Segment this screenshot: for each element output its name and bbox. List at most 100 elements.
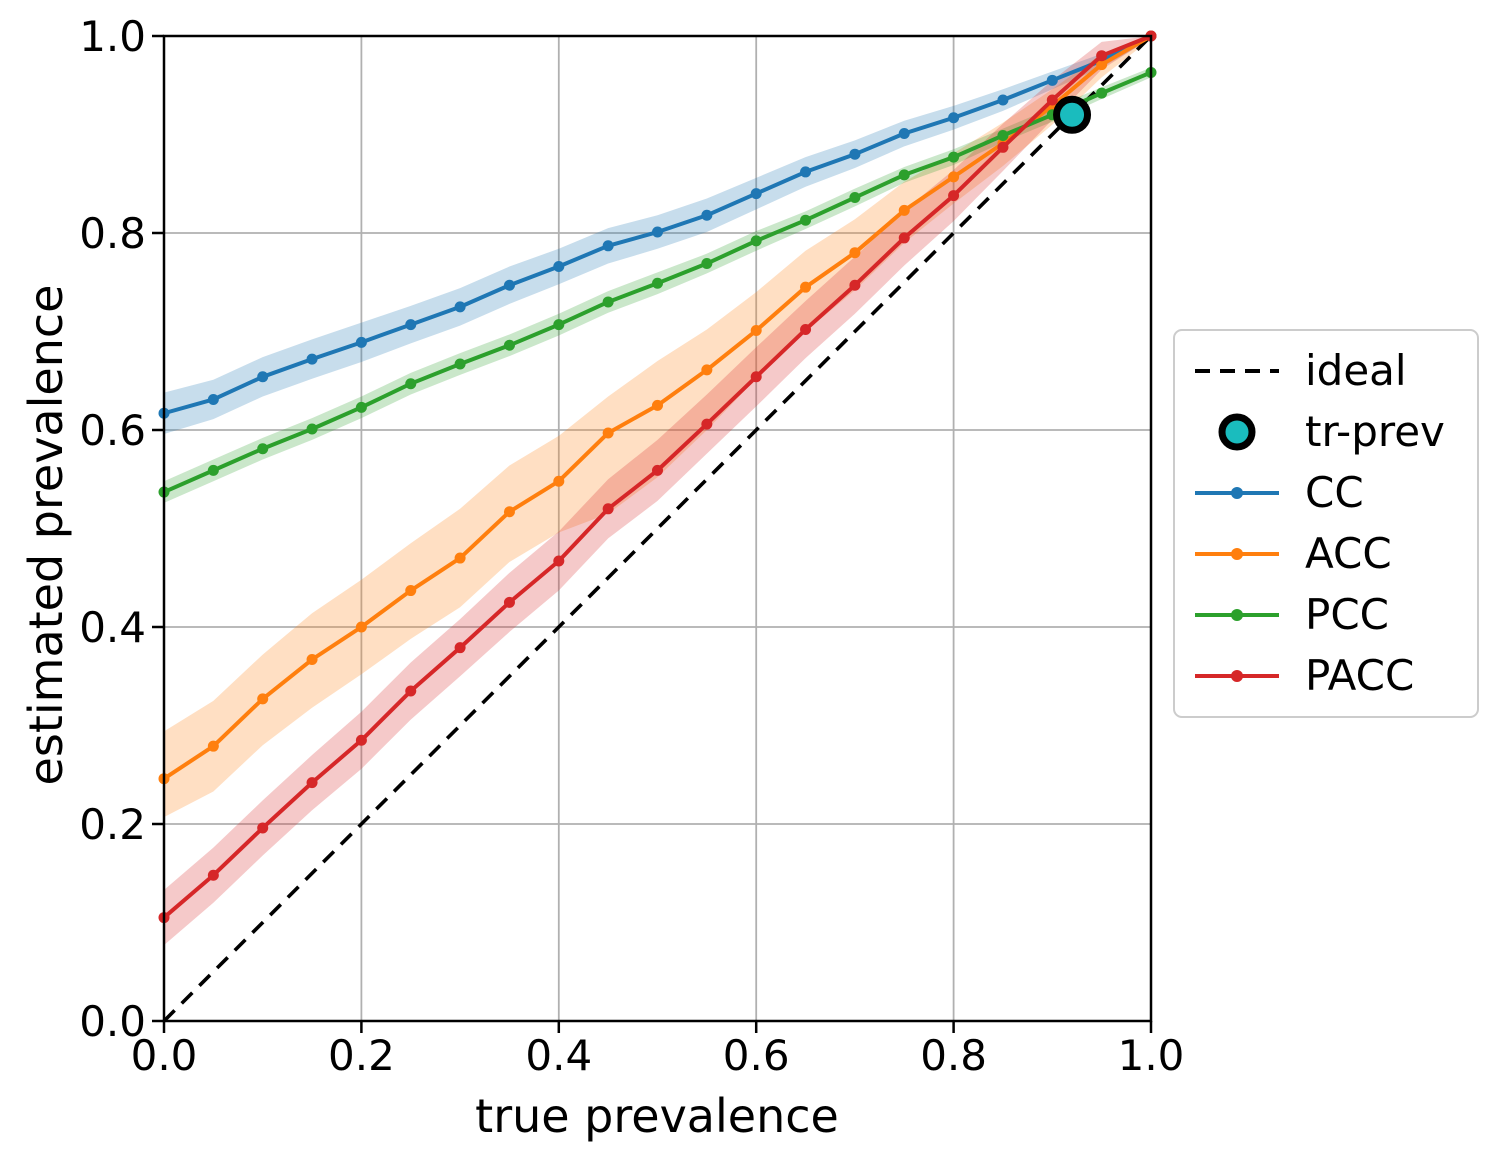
data-point-ACC [849,247,861,259]
data-point-PACC [207,869,219,881]
data-point-PACC [652,464,663,476]
data-point-ACC [553,475,565,487]
data-point-ACC [355,621,367,633]
data-point-CC [355,336,367,348]
series-markers-PACC [158,30,1157,924]
legend-glyph-line-icon [1195,608,1279,621]
data-point-ACC [701,364,713,376]
data-point-PACC [405,685,417,697]
legend-glyph-line-icon [1195,487,1279,500]
data-point-PACC [750,371,762,383]
x-tick-label: 0.6 [723,1031,790,1080]
legend-item-PACC: PACC [1191,652,1477,700]
data-point-PCC [257,443,269,455]
legend-item-ideal: ideal [1191,347,1477,395]
data-point-PACC [800,324,812,336]
data-point-PACC [997,141,1009,153]
data-point-ACC [602,427,614,439]
data-point-PCC [948,151,960,163]
series-band-ACC [164,36,1151,818]
data-point-CC [800,166,812,178]
plot-area: 0.0 0.2 0.4 0.6 0.8 1.0 0.0 0.2 0.4 0.6 0.8 1.0 [79,12,1184,1080]
data-point-CC [1046,74,1058,86]
data-point-ACC [898,204,910,216]
y-tick-label: 0.8 [79,209,146,258]
data-point-PCC [750,235,762,247]
data-point-ACC [257,693,269,705]
data-point-CC [405,319,417,331]
y-tick-label: 1.0 [79,12,146,61]
legend-glyph-line-icon [1195,669,1279,682]
x-tick-label: 0.0 [131,1031,198,1080]
data-point-PACC [898,232,910,244]
y-axis-label: estimated prevalence [19,285,73,786]
data-point-CC [849,148,861,160]
y-tick-label: 0.0 [79,997,146,1046]
data-point-PCC [207,464,219,476]
legend-item-PCC: PCC [1191,591,1477,639]
data-point-PCC [898,169,910,181]
data-point-CC [257,371,269,383]
legend-item-ACC: ACC [1191,530,1477,578]
data-point-CC [701,209,713,221]
data-point-PACC [602,503,614,515]
data-point-ACC [1096,59,1108,71]
data-point-ACC [306,654,318,666]
data-point-CC [207,393,219,405]
legend-item-CC: CC [1191,469,1477,517]
data-point-PACC [553,555,565,567]
data-point-CC [503,279,515,291]
data-point-CC [898,128,910,140]
data-point-PCC [849,192,861,204]
legend-item-label: ACC [1305,528,1392,578]
legend-glyph-line-icon [1195,547,1279,560]
data-point-CC [602,240,614,252]
data-point-PCC [800,214,812,226]
data-point-PACC [355,734,367,746]
data-point-ACC [454,552,466,564]
x-tick-label: 0.8 [920,1031,987,1080]
data-point-CC [750,188,762,200]
legend-item-label: ideal [1305,346,1407,396]
data-point-PACC [454,642,466,654]
x-axis-label: true prevalence [475,1089,839,1143]
data-point-PCC [1096,87,1108,99]
x-tick-label: 0.2 [328,1031,395,1080]
tr-prev-marker [1053,95,1092,134]
data-point-PACC [849,279,861,291]
data-point-CC [948,112,960,124]
data-point-ACC [750,325,762,337]
data-point-PCC [503,339,515,351]
data-point-PCC [454,358,466,370]
data-point-PACC [1046,94,1058,106]
legend-item-label: tr-prev [1305,407,1445,457]
data-point-PACC [306,777,318,789]
y-tick-label: 0.6 [79,406,146,455]
data-point-CC [652,226,663,238]
data-point-PCC [306,423,318,435]
ideal-line [162,34,1153,1023]
legend-glyph-circle-icon [1218,413,1256,451]
data-point-CC [997,94,1009,106]
legend-item-label: CC [1305,468,1364,518]
y-tick-label: 0.2 [79,800,146,849]
series-band-PACC [164,36,1151,946]
data-point-PCC [553,319,565,331]
plot-frame [162,34,1153,1023]
x-tick-label: 1.0 [1118,1031,1185,1080]
data-point-PACC [701,418,713,430]
data-point-ACC [948,171,960,183]
data-point-PACC [503,596,515,608]
legend-item-label: PCC [1305,589,1389,639]
y-tick-label: 0.4 [79,603,146,652]
legend: ideal tr-prev CC ACC PCC PACC [1173,329,1479,718]
data-point-PCC [652,277,663,289]
legend-item-tr-prev: tr-prev [1191,408,1477,456]
data-point-PACC [1096,50,1108,62]
data-point-PCC [701,258,713,270]
data-point-CC [306,353,318,365]
data-point-CC [553,260,565,272]
data-point-ACC [503,506,515,518]
